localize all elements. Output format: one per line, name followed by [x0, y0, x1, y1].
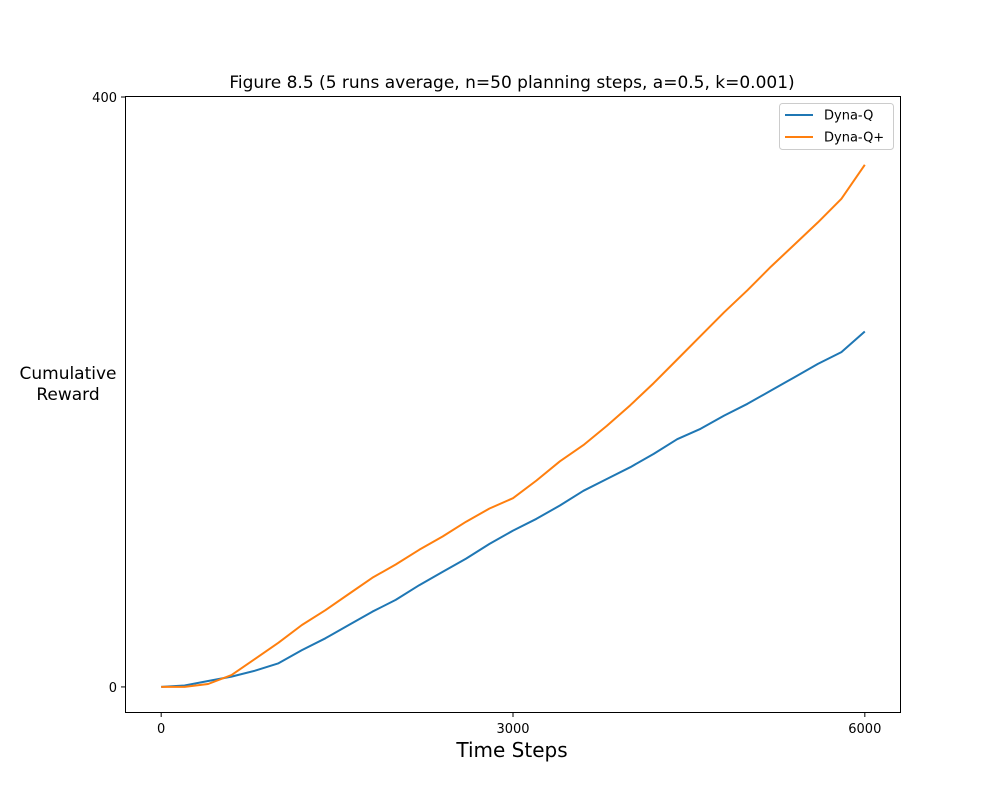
legend-label-dyna-q: Dyna-Q: [824, 109, 873, 124]
legend-label-dyna-q-plus: Dyna-Q+: [824, 131, 884, 146]
x-axis: 0 3000 6000: [157, 712, 881, 737]
y-axis-label-line2: Reward: [36, 385, 99, 405]
y-tick-label: 0: [109, 681, 117, 696]
legend: Dyna-Q Dyna-Q+: [779, 103, 894, 150]
series-line-dyna-q-plus: [161, 164, 866, 688]
plot-frame: [125, 96, 901, 713]
x-tick-label: 0: [157, 722, 165, 737]
x-tick-label: 3000: [496, 722, 529, 737]
series-lines: [161, 164, 866, 688]
x-tick-label: 6000: [848, 722, 881, 737]
x-axis-label: Time Steps: [455, 738, 567, 762]
y-tick-label: 400: [92, 91, 117, 106]
series-line-dyna-q: [161, 330, 866, 688]
y-axis: 0 400: [92, 91, 126, 696]
y-axis-label-line1: Cumulative: [19, 364, 116, 384]
chart-title: Figure 8.5 (5 runs average, n=50 plannin…: [229, 73, 794, 93]
